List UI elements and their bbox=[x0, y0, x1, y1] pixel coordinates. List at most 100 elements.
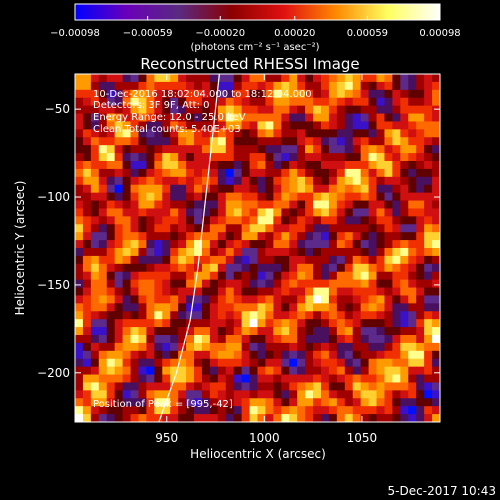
heatmap-cell bbox=[75, 406, 84, 415]
heatmap-cell bbox=[305, 287, 314, 297]
heatmap-cell bbox=[98, 342, 108, 352]
heatmap-cell bbox=[376, 271, 386, 281]
heatmap-cell bbox=[75, 303, 84, 312]
heatmap-cell bbox=[265, 89, 274, 99]
heatmap-cell bbox=[146, 105, 155, 115]
heatmap-cell bbox=[82, 161, 92, 170]
heatmap-cell bbox=[297, 414, 306, 422]
heatmap-cell bbox=[360, 105, 370, 115]
heatmap-cell bbox=[249, 279, 259, 289]
heatmap-cell bbox=[106, 390, 116, 399]
heatmap-cell bbox=[400, 232, 409, 241]
heatmap-cell bbox=[289, 74, 298, 83]
heatmap-cell bbox=[328, 350, 338, 360]
heatmap-cell bbox=[432, 319, 440, 328]
heatmap-cell bbox=[209, 137, 219, 146]
heatmap-cell bbox=[320, 200, 330, 210]
heatmap-cell bbox=[336, 168, 346, 178]
heatmap-cell bbox=[313, 406, 322, 415]
heatmap-cell bbox=[186, 374, 195, 384]
heatmap-cell bbox=[376, 263, 386, 273]
heatmap-cell bbox=[75, 350, 84, 360]
heatmap-cell bbox=[265, 350, 274, 360]
heatmap-cell bbox=[233, 168, 243, 178]
heatmap-cell bbox=[241, 263, 251, 273]
heatmap-cell bbox=[273, 248, 282, 257]
heatmap-cell bbox=[154, 176, 163, 186]
heatmap-cell bbox=[265, 287, 274, 297]
heatmap-cell bbox=[162, 161, 171, 170]
heatmap-cell bbox=[194, 89, 203, 99]
heatmap-cell bbox=[257, 398, 267, 407]
heatmap-cell bbox=[265, 153, 274, 162]
heatmap-cell bbox=[249, 176, 259, 186]
heatmap-cell bbox=[273, 358, 282, 368]
heatmap-cell bbox=[257, 350, 267, 360]
heatmap-cell bbox=[194, 184, 203, 194]
heatmap-cell bbox=[225, 398, 235, 407]
heatmap-cell bbox=[289, 129, 298, 138]
heatmap-cell bbox=[392, 89, 401, 99]
heatmap-cell bbox=[313, 255, 322, 265]
heatmap-cell bbox=[281, 176, 290, 186]
heatmap-cell bbox=[209, 263, 219, 273]
heatmap-cell bbox=[376, 176, 386, 186]
heatmap-cell bbox=[98, 319, 108, 328]
heatmap-cell bbox=[217, 216, 227, 225]
heatmap-cell bbox=[106, 224, 116, 233]
heatmap-cell bbox=[328, 81, 338, 91]
heatmap-cell bbox=[209, 161, 219, 170]
colorbar: −0.00098 −0.00059 −0.00020 0.00020 0.00059 0.… bbox=[50, 3, 461, 53]
heatmap-cell bbox=[225, 105, 235, 115]
heatmap-cell bbox=[257, 184, 267, 194]
heatmap-cell bbox=[328, 137, 338, 146]
heatmap-cell bbox=[82, 350, 92, 360]
heatmap-cell bbox=[217, 176, 227, 186]
heatmap-cell bbox=[273, 271, 282, 281]
heatmap-cell bbox=[217, 153, 227, 162]
heatmap-cell bbox=[313, 89, 322, 99]
heatmap-cell bbox=[146, 224, 155, 233]
heatmap-cell bbox=[416, 287, 425, 297]
heatmap-cell bbox=[225, 374, 235, 384]
heatmap-cell bbox=[297, 232, 306, 241]
heatmap-cell bbox=[90, 255, 100, 265]
heatmap-cell bbox=[408, 74, 417, 83]
heatmap-cell bbox=[408, 113, 417, 123]
heatmap-cell bbox=[225, 176, 235, 186]
heatmap-cell bbox=[122, 279, 132, 289]
heatmap-cell bbox=[368, 129, 378, 138]
heatmap-cell bbox=[305, 255, 314, 265]
heatmap-cell bbox=[376, 81, 386, 91]
heatmap-cell bbox=[400, 168, 409, 178]
heatmap-cell bbox=[114, 271, 124, 281]
heatmap-cell bbox=[249, 319, 259, 328]
heatmap-cell bbox=[90, 390, 100, 399]
heatmap-cell bbox=[225, 168, 235, 178]
heatmap-cell bbox=[233, 232, 243, 241]
heatmap-cell bbox=[162, 224, 171, 233]
heatmap-cell bbox=[209, 248, 219, 257]
heatmap-cell bbox=[170, 113, 179, 123]
heatmap-cell bbox=[138, 390, 148, 399]
heatmap-cell bbox=[257, 192, 267, 202]
heatmap-cell bbox=[384, 390, 393, 399]
heatmap-cell bbox=[225, 184, 235, 194]
heatmap-cell bbox=[114, 153, 124, 162]
heatmap-cell bbox=[98, 224, 108, 233]
heatmap-cell bbox=[233, 350, 243, 360]
heatmap-cell bbox=[392, 240, 401, 249]
heatmap-cell bbox=[106, 153, 116, 162]
heatmap-cell bbox=[281, 255, 290, 265]
heatmap-cell bbox=[273, 263, 282, 273]
heatmap-cell bbox=[416, 279, 425, 289]
heatmap-cell bbox=[257, 81, 267, 91]
heatmap-cell bbox=[201, 232, 211, 241]
heatmap-cell bbox=[408, 153, 417, 162]
heatmap-cell bbox=[122, 350, 132, 360]
heatmap-cell bbox=[186, 295, 195, 304]
heatmap-cell bbox=[273, 374, 282, 384]
heatmap-cell bbox=[416, 350, 425, 360]
heatmap-cell bbox=[368, 271, 378, 281]
heatmap-cell bbox=[75, 224, 84, 233]
